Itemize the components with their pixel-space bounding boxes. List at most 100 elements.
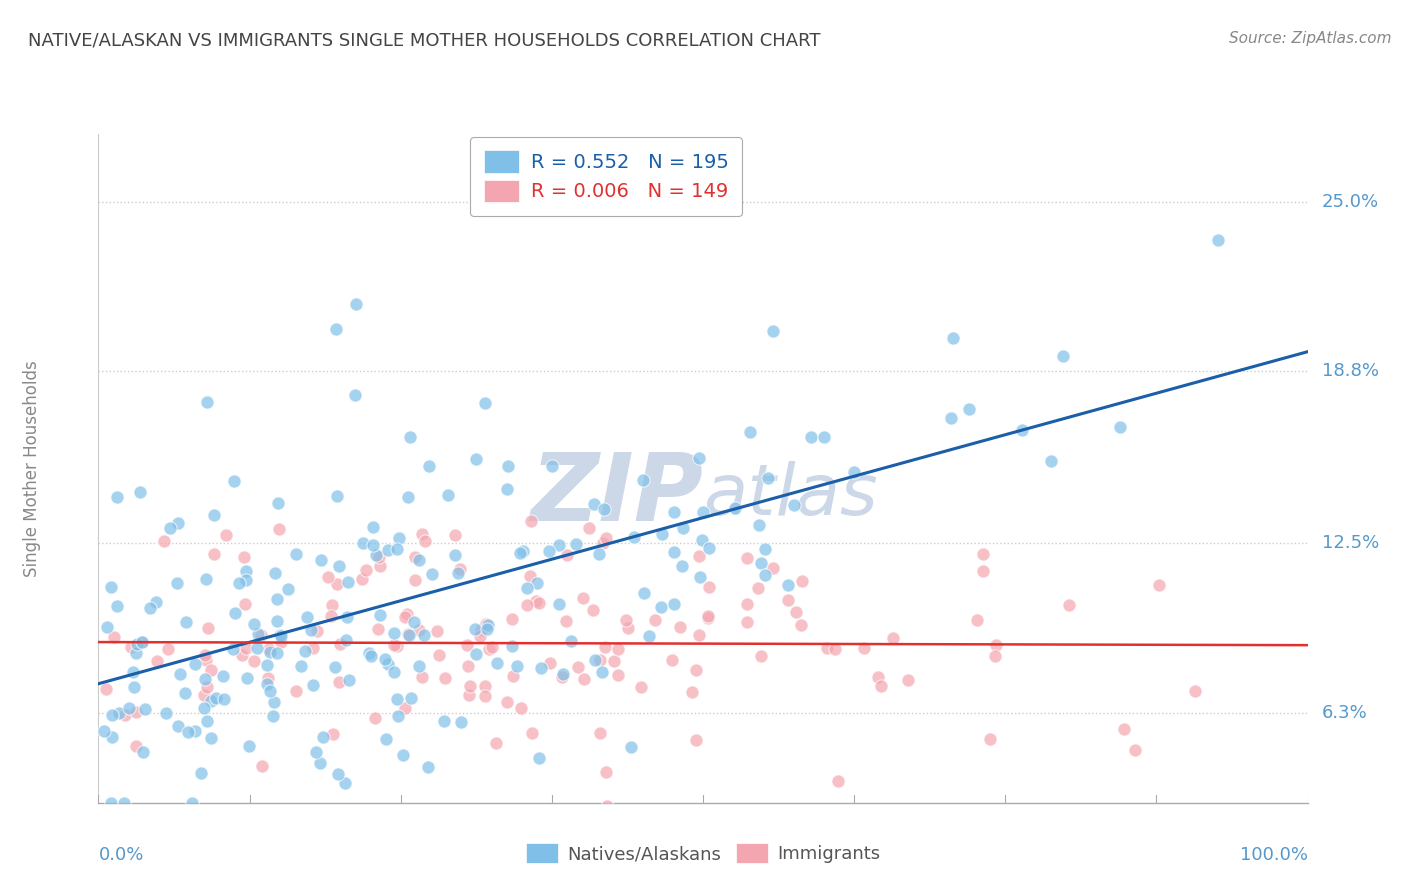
Point — [266, 646, 288, 660]
Point — [565, 537, 588, 551]
Point — [305, 745, 328, 759]
Point — [1108, 420, 1130, 434]
Point — [607, 667, 630, 681]
Point — [301, 640, 323, 655]
Point — [614, 613, 637, 627]
Point — [235, 564, 257, 578]
Point — [1112, 722, 1135, 736]
Point — [460, 679, 482, 693]
Point — [1147, 578, 1170, 592]
Point — [672, 521, 695, 535]
Point — [427, 648, 450, 662]
Point — [374, 651, 396, 665]
Point — [194, 648, 217, 663]
Point — [578, 521, 600, 535]
Point — [593, 640, 616, 655]
Point — [662, 505, 685, 519]
Point — [394, 700, 416, 714]
Point — [145, 655, 167, 669]
Point — [530, 661, 553, 675]
Point — [302, 678, 325, 692]
Point — [131, 635, 153, 649]
Point — [540, 459, 562, 474]
Point — [942, 331, 965, 345]
Point — [290, 659, 312, 673]
Point — [762, 324, 785, 338]
Point — [464, 451, 486, 466]
Point — [972, 547, 994, 561]
Point — [193, 701, 215, 715]
Point — [815, 640, 838, 655]
Point — [555, 548, 578, 562]
Point — [1125, 743, 1147, 757]
Point — [589, 653, 612, 667]
Point — [211, 669, 233, 683]
Point — [749, 648, 772, 663]
Point — [131, 635, 153, 649]
Point — [364, 711, 387, 725]
Point — [603, 654, 626, 668]
Point — [748, 517, 770, 532]
Point — [623, 530, 645, 544]
Text: 6.3%: 6.3% — [1322, 704, 1368, 722]
Point — [688, 549, 710, 563]
Point — [337, 673, 360, 687]
Point — [194, 672, 217, 686]
Point — [382, 638, 405, 652]
Point — [548, 538, 571, 552]
Point — [124, 705, 146, 719]
Point — [385, 541, 408, 556]
Point — [433, 671, 456, 685]
Point — [688, 628, 710, 642]
Point — [465, 647, 488, 661]
Point — [132, 746, 155, 760]
Point — [897, 673, 920, 688]
Point — [555, 614, 578, 628]
Point — [697, 611, 720, 625]
Point — [475, 617, 498, 632]
Point — [238, 739, 260, 753]
Point — [214, 528, 236, 542]
Point — [502, 669, 524, 683]
Point — [361, 520, 384, 534]
Point — [323, 659, 346, 673]
Point — [574, 672, 596, 686]
Point — [939, 411, 962, 425]
Point — [457, 659, 479, 673]
Point — [671, 559, 693, 574]
Point — [309, 553, 332, 567]
Point — [468, 629, 491, 643]
Point — [984, 638, 1007, 652]
Point — [661, 653, 683, 667]
Point — [271, 809, 294, 823]
Point — [326, 767, 349, 781]
Point — [638, 629, 661, 643]
Point — [195, 395, 218, 409]
Point — [267, 522, 290, 536]
Point — [446, 566, 468, 580]
Point — [537, 543, 560, 558]
Point — [651, 527, 673, 541]
Point — [762, 561, 785, 575]
Point — [319, 609, 342, 624]
Point — [688, 451, 710, 466]
Point — [630, 680, 652, 694]
Point — [477, 618, 499, 632]
Point — [259, 683, 281, 698]
Point — [335, 632, 357, 647]
Point — [543, 154, 565, 169]
Point — [235, 672, 257, 686]
Point — [134, 702, 156, 716]
Point — [984, 649, 1007, 664]
Point — [256, 677, 278, 691]
Point — [399, 691, 422, 706]
Point — [159, 521, 181, 535]
Point — [222, 474, 245, 488]
Point — [516, 598, 538, 612]
Point — [827, 774, 849, 789]
Point — [783, 498, 806, 512]
Point — [408, 624, 430, 638]
Point — [692, 505, 714, 519]
Point — [200, 694, 222, 708]
Point — [120, 640, 142, 654]
